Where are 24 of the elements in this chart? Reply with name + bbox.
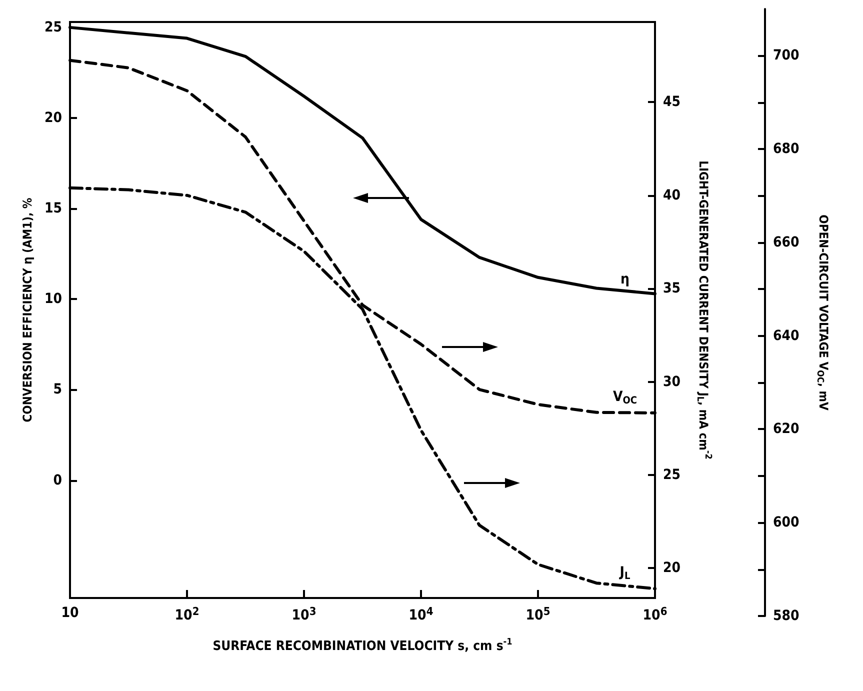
y3-tick-label: 640 bbox=[773, 328, 800, 344]
y-tick-label: 20 bbox=[44, 110, 62, 126]
y3-tick-label: 700 bbox=[773, 48, 800, 64]
y-tick-label: 25 bbox=[44, 19, 62, 36]
y3-tick-label: 620 bbox=[773, 421, 800, 438]
line-series bbox=[68, 26, 656, 296]
y-tick-label: 0 bbox=[53, 472, 62, 488]
y3-tick-label: 680 bbox=[773, 141, 800, 158]
y-tick-label: 15 bbox=[44, 200, 62, 217]
y2-tick-label: 30 bbox=[663, 374, 681, 390]
y3-tick-label: 580 bbox=[773, 608, 800, 624]
y3-tick-label: 660 bbox=[773, 234, 800, 250]
y2-tick-label: 45 bbox=[663, 94, 681, 110]
y2-tick-label: 20 bbox=[663, 560, 681, 576]
y2-tick-label: 25 bbox=[663, 466, 681, 483]
y2-axis-title: LIGHT-GENERATED CURRENT DENSITY JL, mA cm-2 bbox=[694, 160, 712, 460]
y2-tick-label: 35 bbox=[663, 280, 681, 297]
y-tick-label: 10 bbox=[44, 291, 62, 308]
y-tick-label: 5 bbox=[53, 382, 62, 398]
y2-tick-label: 40 bbox=[663, 187, 681, 204]
y3-axis-title: OPEN-CIRCUIT VOLTAGE VOC, mV bbox=[814, 214, 830, 411]
y-axis-title: CONVERSION EFFICIENCY η (AM1), % bbox=[20, 198, 35, 422]
series-label: η bbox=[620, 272, 630, 288]
y3-tick-label: 600 bbox=[773, 514, 800, 531]
